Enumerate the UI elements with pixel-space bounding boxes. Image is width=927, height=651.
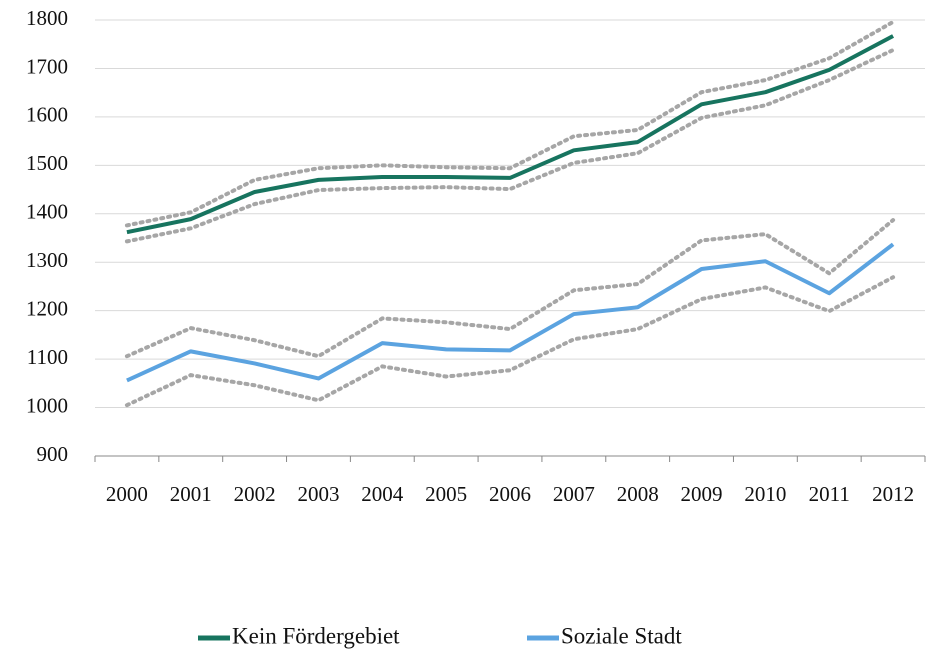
y-tick-label: 1000 — [26, 393, 68, 417]
band-line — [124, 218, 896, 359]
legend-label: Soziale Stadt — [561, 623, 682, 648]
legend-label: Kein Fördergebiet — [232, 623, 400, 648]
y-tick-label: 1500 — [26, 151, 68, 175]
band-line — [124, 275, 896, 408]
x-tick-label: 2004 — [361, 482, 404, 506]
x-tick-label: 2005 — [425, 482, 467, 506]
x-tick-label: 2009 — [681, 482, 723, 506]
x-tick-label: 2010 — [744, 482, 786, 506]
y-tick-label: 1100 — [27, 345, 68, 369]
x-tick-label: 2001 — [170, 482, 212, 506]
x-tick-label: 2008 — [617, 482, 659, 506]
y-tick-label: 1800 — [26, 6, 68, 30]
x-tick-label: 2006 — [489, 482, 531, 506]
band-line — [124, 19, 896, 228]
x-tick-label: 2002 — [234, 482, 276, 506]
band-line — [124, 48, 896, 244]
legend-item: Kein Fördergebiet — [198, 623, 400, 648]
series-line — [126, 242, 895, 383]
y-tick-label: 900 — [37, 442, 69, 466]
legend-item: Soziale Stadt — [527, 623, 682, 648]
x-tick-label: 2003 — [297, 482, 339, 506]
x-tick-label: 2000 — [106, 482, 148, 506]
x-tick-label: 2011 — [809, 482, 850, 506]
x-tick-label: 2012 — [872, 482, 914, 506]
y-tick-label: 1700 — [26, 54, 68, 78]
x-tick-label: 2007 — [553, 482, 595, 506]
y-tick-label: 1300 — [26, 248, 68, 272]
y-tick-label: 1200 — [26, 296, 68, 320]
y-tick-label: 1400 — [26, 200, 68, 224]
series-line — [126, 34, 895, 235]
y-tick-label: 1600 — [26, 103, 68, 127]
